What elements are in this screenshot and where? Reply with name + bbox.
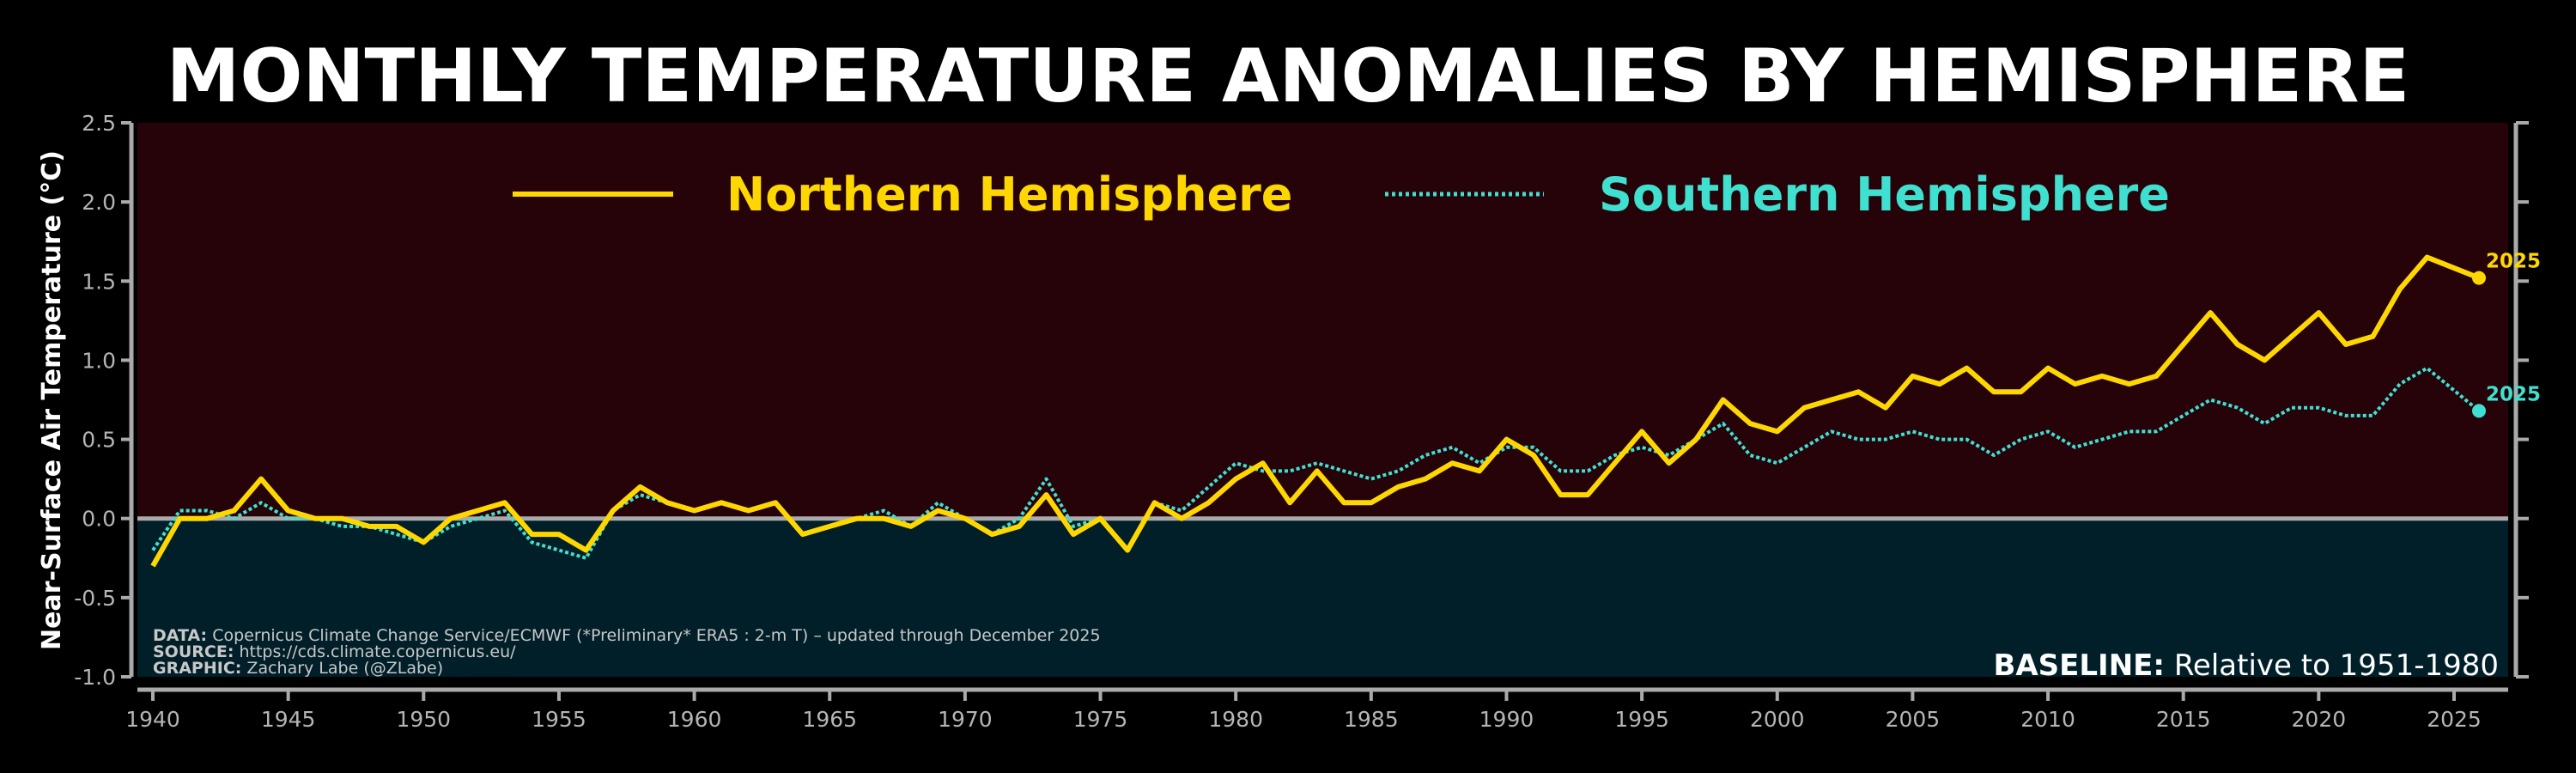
x-tick-label: 1945: [261, 707, 316, 732]
x-tick-label: 2015: [2156, 707, 2211, 732]
series-group: 2025 2025: [150, 251, 2541, 568]
nh-end-label: 2025: [2486, 251, 2541, 273]
northern-hemisphere-line: [150, 254, 2481, 568]
x-tick-label: 1960: [667, 707, 722, 732]
graphic-credit: GRAPHIC: Zachary Labe (@ZLabe): [153, 659, 443, 678]
x-tick-label: 1995: [1614, 707, 1669, 732]
x-tick-label: 1985: [1344, 707, 1399, 732]
source-label: SOURCE:: [153, 642, 234, 661]
x-tick-label: 1950: [396, 707, 451, 732]
y-tick-label: -0.5: [74, 586, 116, 611]
x-tick-label: 2000: [1750, 707, 1805, 732]
above-zero-background: [137, 123, 2508, 519]
y-tick-label: 0.0: [82, 507, 116, 532]
x-tick-label: 1970: [938, 707, 993, 732]
y-axis-label: Near-Surface Air Temperature (°C): [37, 150, 67, 650]
data-text: Copernicus Climate Change Service/ECMWF …: [212, 626, 1100, 645]
y-tick-label: -1.0: [74, 665, 116, 690]
chart-title: MONTHLY TEMPERATURE ANOMALIES BY HEMISPH…: [167, 33, 2409, 119]
y-tick-label: 1.5: [82, 269, 116, 294]
graphic-label: GRAPHIC:: [153, 659, 241, 678]
x-tick-label: 1990: [1479, 707, 1534, 732]
y-tick-label: 2.5: [82, 111, 116, 136]
source-credit: SOURCE: https://cds.climate.copernicus.e…: [153, 642, 516, 661]
data-credit: DATA: Copernicus Climate Change Service/…: [153, 626, 1101, 645]
baseline-label: BASELINE:: [1993, 648, 2165, 683]
baseline-text: Relative to 1951-1980: [2174, 648, 2499, 683]
x-tick-label: 1965: [802, 707, 857, 732]
nh-endpoint-marker: [2472, 271, 2487, 285]
legend-sh-label: Southern Hemisphere: [1599, 167, 2170, 222]
sh-end-label: 2025: [2486, 383, 2541, 405]
x-tick-label: 2025: [2427, 707, 2482, 732]
x-tick-label: 1980: [1208, 707, 1263, 732]
y-tick-label: 2.0: [82, 190, 116, 215]
y-tick-label: 1.0: [82, 348, 116, 373]
southern-hemisphere-line: [151, 366, 2481, 560]
baseline-note: BASELINE: Relative to 1951-1980: [1993, 648, 2499, 683]
legend-nh-label: Northern Hemisphere: [726, 167, 1292, 222]
x-tick-label: 1940: [125, 707, 180, 732]
graphic-text: Zachary Labe (@ZLabe): [246, 659, 443, 678]
x-tick-label: 1955: [532, 707, 586, 732]
x-tick-label: 2005: [1886, 707, 1941, 732]
data-label: DATA:: [153, 626, 207, 645]
x-tick-label: 2020: [2292, 707, 2347, 732]
y-tick-label: 0.5: [82, 428, 116, 453]
x-tick-label: 2010: [2020, 707, 2075, 732]
axes: -1.0 -0.5 0.0 0.5 1.0 1.5 2.0 2.5 1940 1945 1950 19…: [74, 111, 2529, 732]
x-tick-label: 1975: [1073, 707, 1128, 732]
below-zero-background: [137, 518, 2508, 677]
source-text: https://cds.climate.copernicus.eu/: [239, 642, 516, 661]
sh-endpoint-marker: [2472, 404, 2487, 418]
